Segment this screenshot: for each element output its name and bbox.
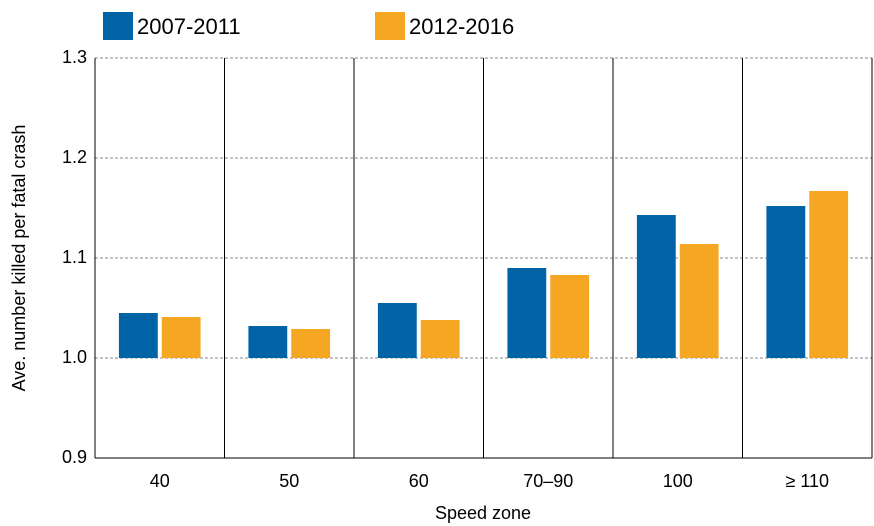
x-tick-label: 50 (279, 471, 299, 491)
x-tick-label: ≥ 110 (785, 471, 829, 491)
bar (636, 215, 676, 358)
bar (291, 329, 331, 358)
y-tick-label: 1.0 (62, 347, 87, 367)
legend-swatch (375, 12, 405, 40)
bar (118, 313, 158, 358)
x-tick-label: 100 (663, 471, 693, 491)
bar (550, 275, 590, 358)
bar (766, 206, 806, 358)
bar (420, 320, 460, 358)
bar (377, 303, 417, 358)
bar (248, 326, 288, 358)
bar (679, 244, 719, 358)
legend-swatch (103, 12, 133, 40)
y-tick-label: 1.3 (62, 47, 87, 67)
y-tick-label: 1.1 (62, 247, 87, 267)
x-tick-label: 40 (150, 471, 170, 491)
x-tick-label: 70–90 (523, 471, 573, 491)
y-tick-label: 0.9 (62, 447, 87, 467)
x-axis-label: Speed zone (435, 503, 531, 523)
legend-label: 2007-2011 (137, 14, 241, 39)
x-tick-label: 60 (409, 471, 429, 491)
bar (809, 191, 849, 358)
bar (507, 268, 547, 358)
y-tick-label: 1.2 (62, 147, 87, 167)
bar (161, 317, 201, 358)
y-axis-label: Ave. number killed per fatal crash (9, 125, 29, 392)
legend-label: 2012-2016 (409, 14, 514, 39)
